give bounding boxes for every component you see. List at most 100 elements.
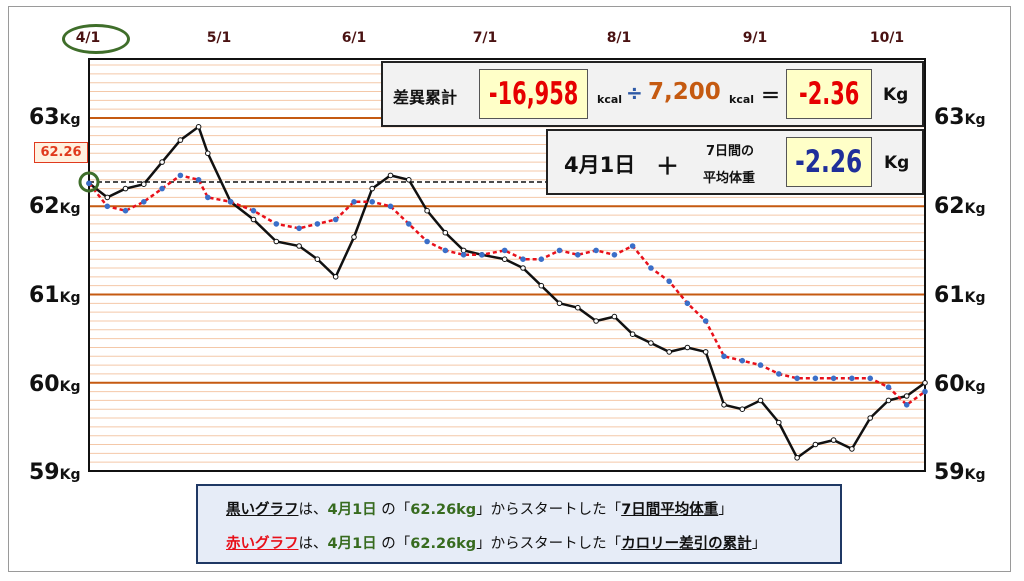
series-red-point-34 [721,353,727,360]
series-black-point-9 [250,216,257,223]
start-value-callout: 62.26 [34,142,88,163]
plot-area-border [88,58,926,472]
series-red-point-8 [227,199,234,205]
series-black-point-18 [424,207,430,214]
month-label-apr: 4/1 [75,30,101,46]
calc-result-unit: Kg [883,85,909,105]
calc-label: 差異累計 [393,88,458,107]
legend-box: 黒いグラフは、4月1日 の「62.26kg」からスタートした「7日間平均体重」 … [196,484,842,564]
series-black-point-3 [141,181,147,187]
avg-date: 4月1日 [564,153,636,177]
month-label-sep: 9/1 [742,30,768,46]
series-black-point-40 [830,437,837,443]
series-red-point-25 [556,247,563,254]
series-black-point-36 [757,397,764,404]
series-red-point-26 [575,252,581,258]
series-red-point-6 [195,177,202,183]
y-label-right-62: 62Kg [934,194,986,219]
month-label-oct: 10/1 [869,30,905,46]
series-black-point-23 [520,265,526,271]
series-black-point-16 [387,172,394,179]
series-red-point-3 [141,199,147,205]
legend-line-black: 黒いグラフは、4月1日 の「62.26kg」からスタートした「7日間平均体重」 [226,502,733,518]
series-black-point-24 [538,282,545,289]
start-month-highlight [62,24,130,54]
series-red-point-10 [273,221,280,227]
calc-unit2: kcal [729,93,755,106]
legend-line-red: 赤いグラフは、4月1日 の「62.26kg」からスタートした「カロリー差引の累計… [226,536,767,552]
series-black-point-13 [332,274,339,280]
calc-result-value: -2.36 [798,76,860,112]
avg-value: -2.26 [795,144,863,180]
series-black-point-33 [702,349,709,355]
avg-label-line2: 平均体重 [703,171,756,186]
series-black-point-17 [406,177,412,183]
series-red-point-0 [86,180,92,187]
series-red-point-23 [520,256,526,262]
series-red-point-30 [648,265,654,271]
series-red-point-35 [739,357,746,364]
plus-sign: ＋ [656,154,679,180]
series-red-point-22 [501,247,508,254]
series-red-point-14 [351,199,357,205]
series-black-point-7 [205,150,211,157]
series-red-point-27 [593,247,599,254]
series-black-point-35 [739,406,746,413]
series-red-point-37 [776,371,782,377]
series-black-point-38 [794,455,800,461]
y-label-left-63: 63Kg [29,105,81,130]
series-red-point-32 [684,300,691,307]
series-black-point-29 [629,331,636,338]
y-label-right-59: 59Kg [934,460,986,485]
series-black-point-34 [721,402,727,408]
series-red-point-43 [885,384,892,391]
calc-unit1: kcal [597,93,623,106]
series-red-point-29 [629,243,636,249]
series-red-point-16 [387,203,394,210]
series-red-point-1 [104,203,111,210]
series-red-point-19 [442,247,449,254]
series-red-point-33 [702,318,709,324]
series-red-point-11 [296,225,302,232]
avg-unit: Kg [884,153,910,173]
series-red-point-5 [177,172,184,179]
series-black-point-32 [684,344,691,351]
chart-frame: 4/1 5/1 6/1 7/1 8/1 9/1 10/1 63Kg 62Kg 6… [8,6,1011,572]
series-black-point-44 [903,393,910,399]
series-black-point-14 [351,234,357,240]
calorie-calc-box: 差異累計 -16,958 kcal ÷ 7,200 kcal ＝ -2.36 K… [381,61,924,127]
y-label-left-59: 59Kg [29,460,81,485]
calc-total-cell: -16,958 [479,69,588,119]
series-black-point-26 [575,304,581,311]
series-red-point-44 [903,402,910,408]
avg-label-line1: 7日間の [706,144,755,159]
series-black-point-12 [314,256,321,262]
series-black-point-25 [556,300,563,307]
y-label-left-60: 60Kg [29,372,81,397]
series-red-point-39 [812,375,819,382]
series-red-point-31 [666,278,673,285]
series-red-point-4 [159,185,165,192]
series-black-point-27 [593,318,599,324]
series-black-point-2 [122,185,129,192]
month-label-jul: 7/1 [472,30,498,46]
series-red-point-13 [332,216,339,223]
series-red-point-40 [830,375,837,382]
series-red-point-15 [369,199,376,205]
y-label-right-60: 60Kg [934,372,986,397]
series-black-point-11 [296,243,302,249]
series-black-point-4 [159,159,165,165]
month-label-may: 5/1 [206,30,232,46]
series-red-point-7 [205,194,211,201]
series-red [86,172,928,408]
series-black-line [88,124,926,460]
equals-sign: ＝ [761,85,781,107]
calc-total-value: -16,958 [488,76,579,112]
series-black-point-1 [104,194,111,201]
series-red-point-20 [460,252,467,258]
series-red-point-41 [849,375,855,382]
series-black-point-5 [177,137,184,143]
start-marker[interactable] [78,171,100,193]
series-red-point-45 [922,388,928,395]
y-label-left-62: 62Kg [29,194,81,219]
